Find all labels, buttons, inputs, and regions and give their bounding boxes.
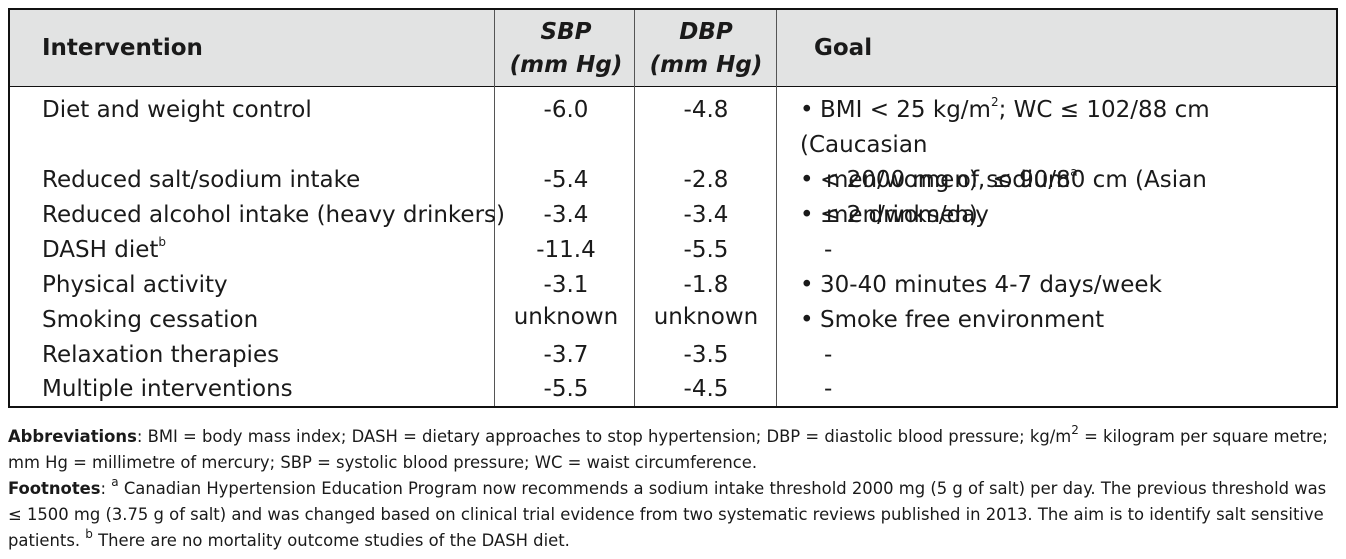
table-row: Relaxation therapies -3.7 -3.5 -	[10, 338, 1336, 373]
column-divider	[494, 10, 495, 406]
goal-text: ; WC ≤ 102/88 cm (Caucasian	[800, 97, 1210, 158]
bullet-icon: •	[800, 307, 814, 333]
goal-line-continued: men/women), ≤ 90/80 cm (Asian men/women)	[826, 167, 1207, 228]
goal-cell: • ≤ 2 drinks/day	[800, 198, 989, 233]
note-text: :	[100, 479, 112, 498]
goal-text: 30-40 minutes 4-7 days/week	[820, 272, 1162, 298]
intervention-cell: Relaxation therapies	[42, 342, 280, 368]
intervention-cell: DASH dietb	[42, 233, 166, 268]
table-row: Reduced salt/sodium intake -5.4 -2.8 • < …	[10, 163, 1336, 198]
footnotes-note: Footnotes: a Canadian Hypertension Educa…	[8, 476, 1338, 554]
sbp-cell: -11.4	[536, 237, 596, 263]
intervention-cell: Multiple interventions	[42, 376, 293, 402]
note-text: There are no mortality outcome studies o…	[92, 531, 570, 550]
header-dbp-line2: (mm Hg)	[649, 52, 763, 78]
goal-cell: -	[824, 342, 833, 368]
intervention-cell: Smoking cessation	[42, 307, 259, 333]
goal-cell: • < 2000 mg of sodiuma	[800, 163, 1078, 198]
dbp-cell: -4.8	[683, 97, 729, 123]
goal-cell: • 30-40 minutes 4-7 days/week	[800, 268, 1162, 303]
header-dbp: DBP (mm Hg)	[636, 16, 776, 82]
header-sbp-line2: (mm Hg)	[509, 52, 623, 78]
sbp-cell: -6.0	[543, 97, 589, 123]
goal-cell: • BMI < 25 kg/m2; WC ≤ 102/88 cm (Caucasi…	[800, 93, 1336, 233]
sbp-cell: unknown	[513, 304, 619, 330]
intervention-cell: Reduced alcohol intake (heavy drinkers)	[42, 202, 505, 228]
superscript: 2	[1071, 422, 1079, 437]
abbreviations-label: Abbreviations	[8, 427, 137, 446]
goal-text: ≤ 2 drinks/day	[820, 202, 989, 228]
table-row: DASH dietb -11.4 -5.5 -	[10, 233, 1336, 268]
intervention-cell: Reduced salt/sodium intake	[42, 167, 361, 193]
goal-text: BMI < 25 kg/m	[820, 97, 991, 123]
intervention-cell: Physical activity	[42, 272, 228, 298]
header-dbp-line1: DBP	[679, 19, 733, 45]
sbp-cell: -3.7	[543, 342, 589, 368]
bullet-icon: •	[800, 202, 814, 228]
sbp-cell: -3.1	[543, 272, 589, 298]
intervention-table: Intervention SBP (mm Hg) DBP (mm Hg) Goa…	[8, 8, 1338, 408]
dbp-cell: -5.5	[683, 237, 729, 263]
sbp-cell: -3.4	[543, 202, 589, 228]
goal-cell: • Smoke free environment	[800, 303, 1104, 338]
bullet-icon: •	[800, 97, 814, 123]
table-row: Reduced alcohol intake (heavy drinkers) …	[10, 198, 1336, 233]
header-sbp: SBP (mm Hg)	[496, 16, 636, 82]
bullet-icon: •	[800, 272, 814, 298]
note-text: : BMI = body mass index; DASH = dietary …	[136, 427, 1072, 446]
superscript: b	[85, 526, 93, 541]
goal-cell: -	[824, 376, 833, 402]
table-row: Physical activity -3.1 -1.8 • 30-40 minut…	[10, 268, 1336, 303]
column-divider	[634, 10, 635, 406]
dbp-cell: -1.8	[683, 272, 729, 298]
sbp-cell: -5.4	[543, 167, 589, 193]
footnotes-label: Footnotes	[8, 479, 101, 498]
superscript: a	[1070, 165, 1078, 180]
dbp-cell: -4.5	[683, 376, 729, 402]
goal-text: < 2000 mg of sodium	[820, 167, 1071, 193]
goal-line: • BMI < 25 kg/m2; WC ≤ 102/88 cm (Caucasi…	[800, 93, 1336, 163]
table-row: Smoking cessation unknown unknown • Smoke…	[10, 303, 1336, 338]
table-notes: Abbreviations: BMI = body mass index; DA…	[8, 424, 1338, 554]
abbreviations-note: Abbreviations: BMI = body mass index; DA…	[8, 424, 1338, 476]
header-intervention: Intervention	[42, 35, 203, 61]
header-sbp-line1: SBP	[540, 19, 592, 45]
note-text: = kilogram per square metre; mm Hg = mil…	[8, 427, 1328, 472]
bullet-icon: •	[800, 167, 814, 193]
goal-text: Smoke free environment	[820, 307, 1105, 333]
header-goal: Goal	[814, 35, 873, 61]
dbp-cell: -2.8	[683, 167, 729, 193]
column-divider	[776, 10, 777, 406]
dbp-cell: -3.5	[683, 342, 729, 368]
table-row: Diet and weight control -6.0 -4.8 • BMI <…	[10, 93, 1336, 228]
superscript: 2	[990, 95, 999, 110]
goal-cell: -	[824, 237, 833, 263]
dbp-cell: unknown	[653, 304, 759, 330]
sbp-cell: -5.5	[543, 376, 589, 402]
table-row: Multiple interventions -5.5 -4.5 -	[10, 372, 1336, 406]
superscript: b	[158, 235, 167, 250]
intervention-cell: Diet and weight control	[42, 97, 312, 123]
table-header: Intervention SBP (mm Hg) DBP (mm Hg) Goa…	[10, 10, 1336, 87]
superscript: a	[111, 474, 119, 489]
intervention-text: DASH diet	[42, 237, 159, 263]
dbp-cell: -3.4	[683, 202, 729, 228]
note-text: Canadian Hypertension Education Program …	[8, 479, 1327, 550]
